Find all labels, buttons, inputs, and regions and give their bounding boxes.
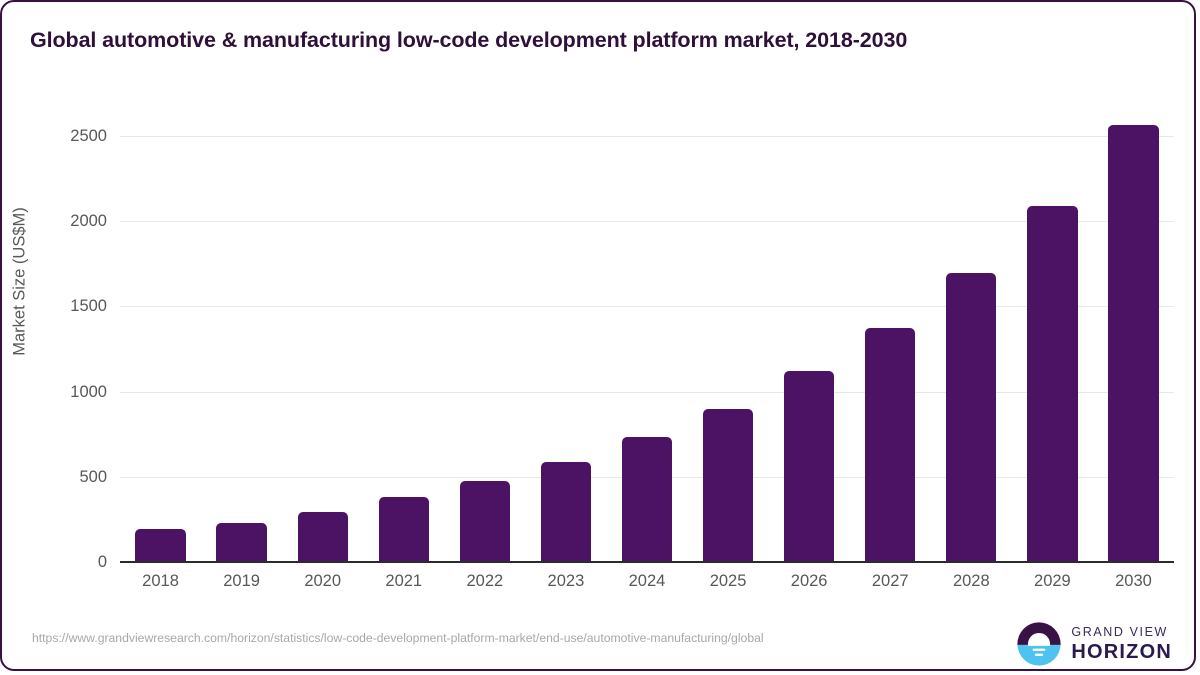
bar[interactable] — [621, 437, 673, 561]
x-tick-label: 2024 — [628, 572, 666, 590]
x-tick-label: 2019 — [223, 572, 260, 590]
bar[interactable] — [540, 462, 592, 561]
bar[interactable] — [459, 481, 510, 561]
y-tick-label: 2000 — [70, 212, 107, 231]
gridline — [120, 136, 1174, 138]
logo-line-grand-view: GRAND VIEW — [1071, 624, 1168, 639]
x-tick-label: 2025 — [709, 572, 747, 590]
x-tick-label: 2030 — [1115, 572, 1152, 590]
bar[interactable] — [1027, 205, 1078, 561]
bar[interactable] — [216, 523, 267, 561]
x-tick-label: 2027 — [871, 572, 909, 590]
bar[interactable] — [865, 327, 916, 561]
chart-title: Global automotive & manufacturing low-co… — [30, 28, 908, 52]
bar[interactable] — [946, 273, 997, 561]
horizon-circle-icon — [1017, 622, 1061, 666]
logo-line-horizon: HORIZON — [1071, 641, 1172, 664]
x-tick-label: 2021 — [385, 572, 423, 590]
x-axis-line — [120, 561, 1174, 563]
grand-view-horizon-logo: GRAND VIEW HORIZON — [1016, 621, 1172, 667]
y-tick-label: 1500 — [70, 297, 107, 316]
bar[interactable] — [135, 528, 186, 561]
source-url[interactable]: https://www.grandviewresearch.com/horizo… — [32, 631, 764, 645]
gridline — [120, 306, 1174, 308]
x-tick-label: 2023 — [547, 572, 585, 590]
x-tick-label: 2022 — [466, 572, 504, 590]
x-axis-tick-labels: 2018 2019 2020 2021 2022 2023 2024 2025 2026 2027… — [120, 572, 1174, 602]
bar[interactable] — [1108, 124, 1159, 561]
gridline — [120, 391, 1174, 393]
x-tick-label: 2020 — [304, 572, 342, 590]
bar[interactable] — [378, 496, 429, 561]
x-tick-label: 2028 — [952, 572, 990, 590]
logo-wordmark: GRAND VIEW HORIZON — [1071, 626, 1172, 663]
y-tick-label: 0 — [97, 553, 107, 571]
x-tick-label: 2029 — [1034, 572, 1071, 590]
bar[interactable] — [297, 511, 348, 561]
y-axis-tick-labels: 0 500 1000 1500 2000 2500 — [2, 102, 107, 571]
bar[interactable] — [784, 371, 835, 561]
bar[interactable] — [702, 408, 754, 561]
gridline — [120, 221, 1174, 223]
y-tick-label: 1000 — [70, 382, 107, 401]
bar-series — [120, 102, 1174, 561]
y-tick-label: 500 — [79, 467, 107, 486]
x-tick-label: 2026 — [790, 572, 828, 590]
y-tick-label: 2500 — [70, 127, 107, 146]
x-tick-label: 2018 — [142, 572, 179, 590]
